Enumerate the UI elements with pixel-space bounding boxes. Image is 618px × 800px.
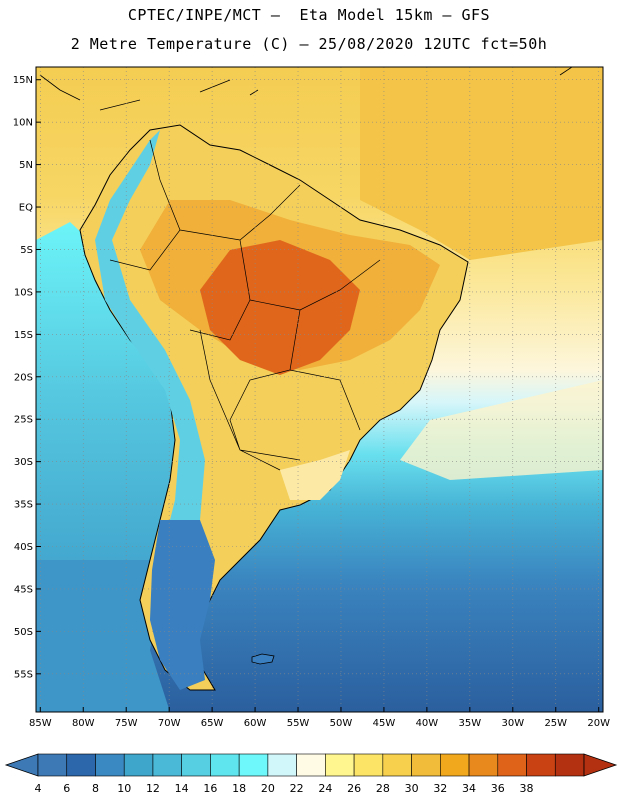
colorbar-swatch xyxy=(238,753,269,777)
colorbar-swatch xyxy=(152,753,182,777)
lon-tick-label: 25W xyxy=(544,718,567,729)
colorbar-swatch xyxy=(95,753,125,777)
colorbar-label: 38 xyxy=(520,782,534,795)
colorbar-label: 12 xyxy=(146,782,160,795)
colorbar: 4 6 8 10 12 14 16 18 20 22 24 26 28 30 32 34 36 38 xyxy=(4,753,618,795)
lon-tick-label: 70W xyxy=(158,718,181,729)
colorbar-swatch xyxy=(440,753,470,777)
colorbar-swatch xyxy=(210,753,240,777)
lon-tick-label: 20W xyxy=(587,718,610,729)
lon-tick-label: 65W xyxy=(201,718,224,729)
colorbar-label: 26 xyxy=(347,782,361,795)
lon-tick-label: 60W xyxy=(244,718,267,729)
lat-tick-label: 50S xyxy=(14,627,33,638)
lon-tick-label: 50W xyxy=(330,718,353,729)
falkland-islands xyxy=(251,653,275,665)
lon-tick-label: 80W xyxy=(72,718,95,729)
lon-tick-label: 75W xyxy=(115,718,138,729)
colorbar-label: 32 xyxy=(433,782,447,795)
lat-tick-label: 15N xyxy=(13,75,33,86)
colorbar-swatch xyxy=(382,753,412,777)
colorbar-label: 8 xyxy=(92,782,99,795)
andes-cold-ridge xyxy=(95,130,205,640)
lon-tick-label: 30W xyxy=(501,718,524,729)
lon-tick-label: 85W xyxy=(29,718,52,729)
colorbar-swatch xyxy=(66,753,96,777)
lat-tick-label: 35S xyxy=(14,500,33,511)
colorbar-swatch xyxy=(181,753,211,777)
colorbar-swatch xyxy=(353,753,384,777)
lat-tick-label: 45S xyxy=(14,584,33,595)
lat-tick-label: 15S xyxy=(14,330,33,341)
colorbar-swatch xyxy=(497,753,527,777)
colorbar-label: 34 xyxy=(462,782,476,795)
colorbar-label: 36 xyxy=(491,782,505,795)
colorbar-high-arrow xyxy=(583,753,618,777)
lon-tick-label: 45W xyxy=(373,718,396,729)
map-title-line1: CPTEC/INPE/MCT – Eta Model 15km – GFS xyxy=(127,6,491,24)
colorbar-label: 28 xyxy=(376,782,390,795)
lat-tick-label: 40S xyxy=(14,542,33,553)
colorbar-label: 30 xyxy=(405,782,419,795)
latitude-axis: 15N 10N 5N EQ 5S 10S 15S 20S 25S 30S 35S 40S 45S 50S 5… xyxy=(13,75,41,680)
lat-tick-label: 5N xyxy=(19,160,33,171)
lat-tick-label: 55S xyxy=(14,669,33,680)
colorbar-label: 16 xyxy=(203,782,217,795)
longitude-axis: 85W 80W 75W 70W 65W 60W 55W 50W 45W 40W 35W 30W 25W 2… xyxy=(29,707,610,729)
colorbar-swatch xyxy=(411,753,441,777)
colorbar-swatch xyxy=(325,753,355,777)
lat-tick-label: 30S xyxy=(14,457,33,468)
colorbar-swatch xyxy=(267,753,297,777)
central-hot-zone xyxy=(200,240,360,375)
colorbar-label: 6 xyxy=(63,782,70,795)
colorbar-swatch xyxy=(123,753,154,777)
colorbar-label: 24 xyxy=(318,782,332,795)
colorbar-swatch xyxy=(296,753,326,777)
colorbar-swatch xyxy=(526,753,556,777)
pacific-cool-band xyxy=(36,222,200,560)
colorbar-swatch xyxy=(37,753,68,777)
grid-lines xyxy=(36,67,603,712)
lat-tick-label: 25S xyxy=(14,415,33,426)
map-title-line2: 2 Metre Temperature (C) – 25/08/2020 12U… xyxy=(70,35,548,53)
lon-tick-label: 35W xyxy=(459,718,482,729)
colorbar-label: 20 xyxy=(261,782,275,795)
south-cool-zone xyxy=(280,450,350,500)
colorbar-label: 14 xyxy=(175,782,189,795)
lat-tick-label: 20S xyxy=(14,372,33,383)
lat-tick-label: 10S xyxy=(14,287,33,298)
lat-tick-label: 10N xyxy=(13,118,33,129)
atlantic-pale-band xyxy=(400,380,603,480)
lat-tick-label: 5S xyxy=(20,245,33,256)
colorbar-label: 22 xyxy=(290,782,304,795)
colorbar-label: 4 xyxy=(35,782,42,795)
colorbar-low-arrow xyxy=(4,753,39,777)
lon-tick-label: 40W xyxy=(416,718,439,729)
colorbar-label: 18 xyxy=(232,782,246,795)
colorbar-swatch xyxy=(468,753,499,777)
lat-tick-label: EQ xyxy=(19,203,33,214)
colorbar-swatch xyxy=(554,753,585,777)
caribbean-islands xyxy=(39,67,573,111)
plot-frame xyxy=(35,66,604,713)
atlantic-warm-band xyxy=(360,67,603,260)
colorbar-label: 10 xyxy=(117,782,131,795)
patagonia-cold-zone xyxy=(150,520,215,690)
lon-tick-label: 55W xyxy=(287,718,310,729)
